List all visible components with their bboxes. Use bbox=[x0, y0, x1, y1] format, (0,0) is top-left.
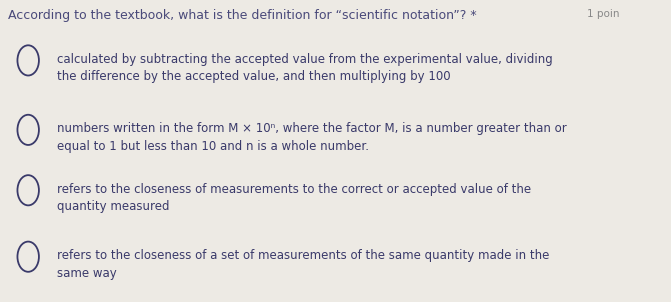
Text: calculated by subtracting the accepted value from the experimental value, dividi: calculated by subtracting the accepted v… bbox=[57, 53, 553, 83]
Text: refers to the closeness of a set of measurements of the same quantity made in th: refers to the closeness of a set of meas… bbox=[57, 249, 550, 280]
Text: According to the textbook, what is the definition for “scientific notation”? *: According to the textbook, what is the d… bbox=[8, 9, 476, 22]
Text: numbers written in the form M × 10ⁿ, where the factor M, is a number greater tha: numbers written in the form M × 10ⁿ, whe… bbox=[57, 122, 567, 153]
Text: refers to the closeness of measurements to the correct or accepted value of the
: refers to the closeness of measurements … bbox=[57, 183, 531, 213]
Text: 1 poin: 1 poin bbox=[587, 9, 619, 19]
